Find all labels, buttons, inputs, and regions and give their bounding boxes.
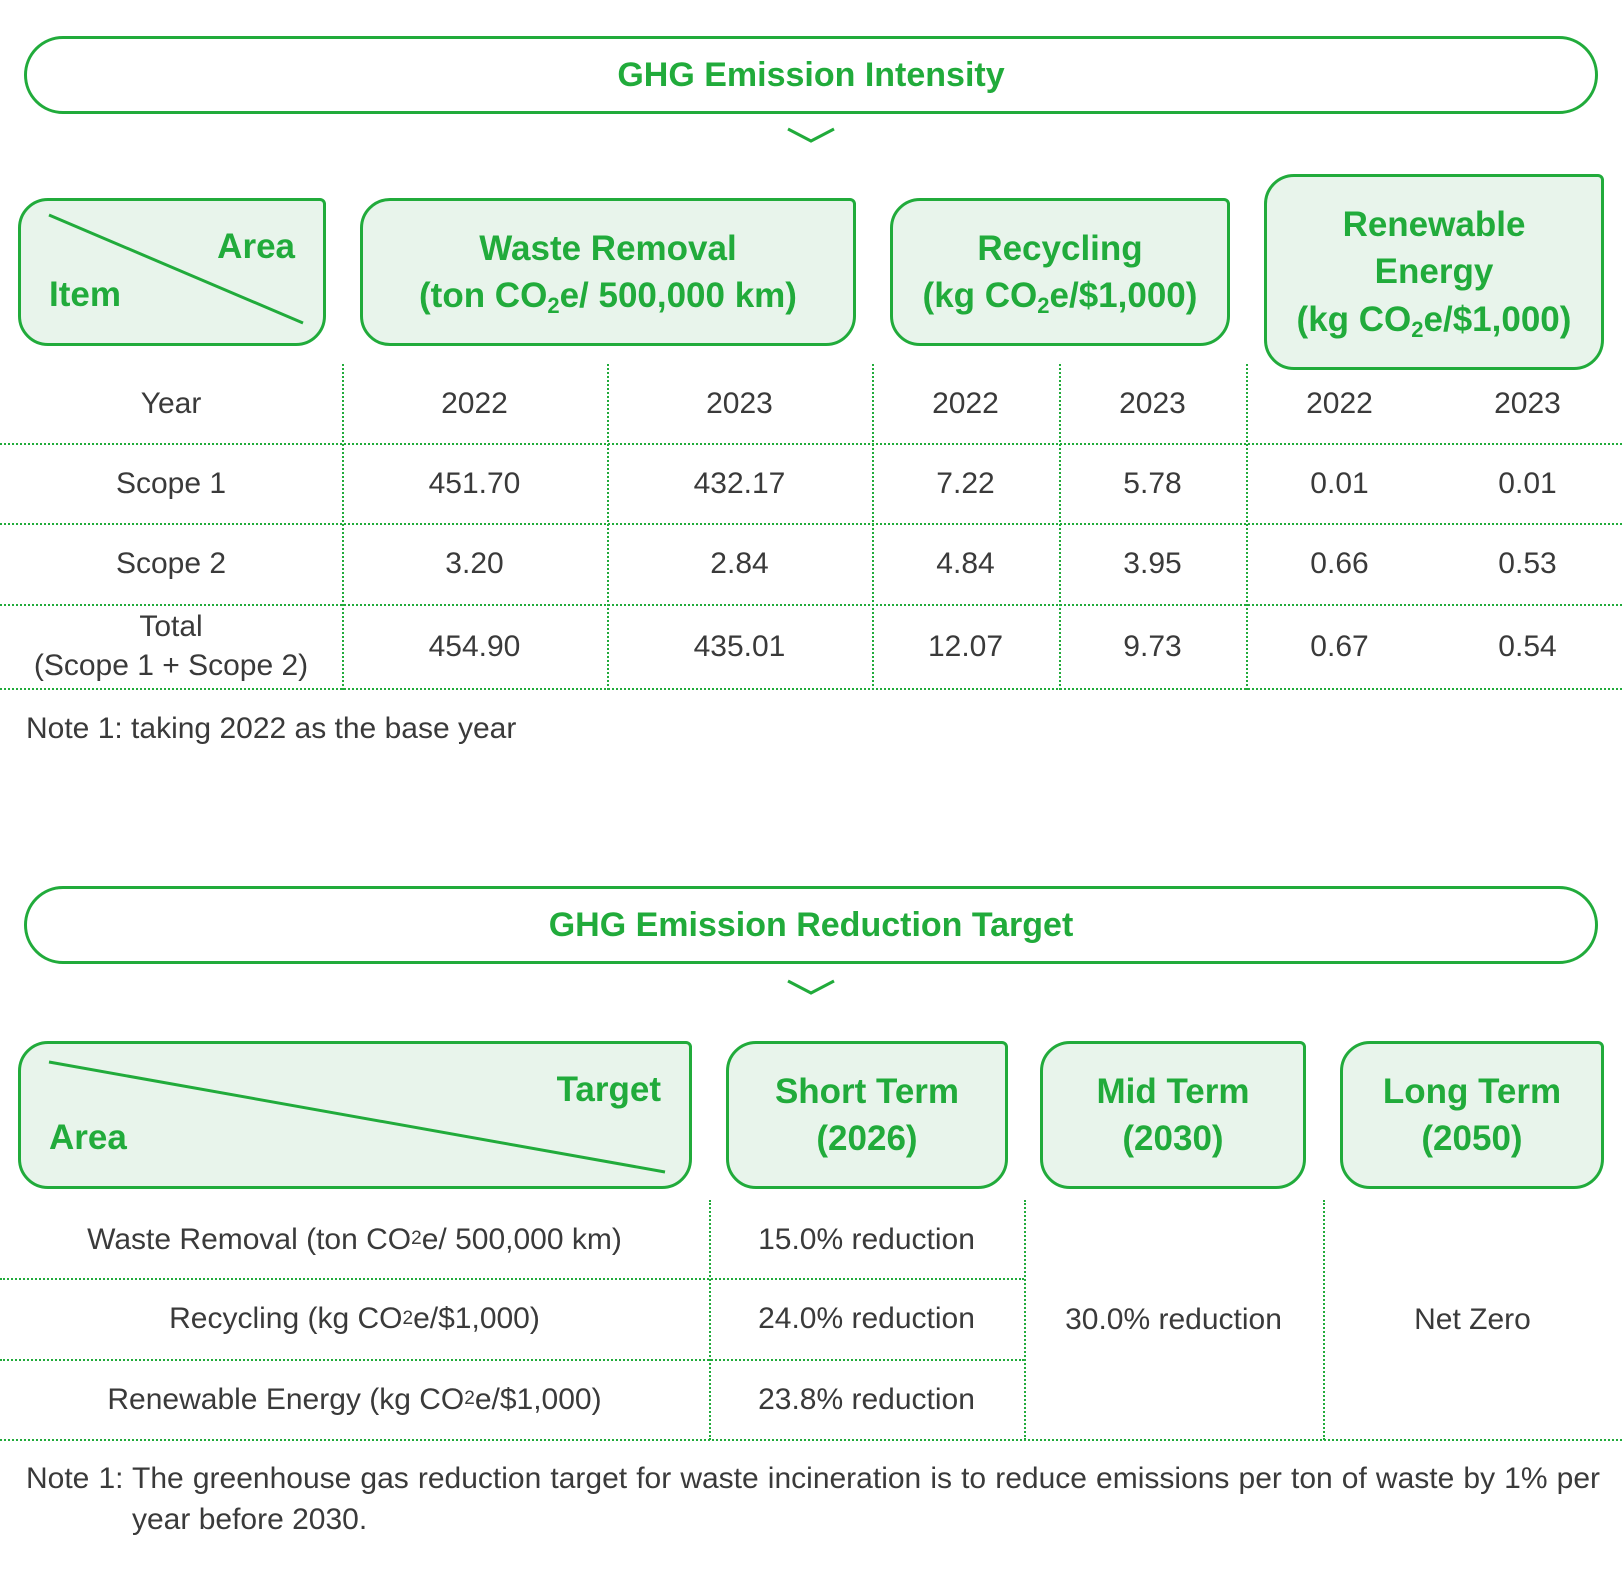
value-cell: 0.54 [1498,629,1557,663]
column-divider [709,1200,711,1440]
target-title: GHG Emission Reduction Target [548,905,1074,944]
year-cell: 2023 [706,387,773,420]
row-label-total: Total (Scope 1 + Scope 2) [0,604,342,688]
column-divider [342,364,344,690]
long-term-value: Net Zero [1414,1303,1531,1336]
intensity-note: Note 1: taking 2022 as the base year [26,712,517,745]
total-label: Total [139,610,203,643]
value-cell: 5.78 [1123,466,1182,500]
corner-area-label: Area [49,1118,127,1157]
value-cell: 0.67 [1310,629,1369,663]
row-divider [0,1439,1622,1441]
row-divider [0,1359,1024,1361]
corner-item-label: Item [49,275,121,314]
total-label-sub: (Scope 1 + Scope 2) [33,649,309,682]
year-label: Year [140,387,202,420]
row-divider [0,1278,1024,1280]
short-term-value: 15.0% reduction [758,1222,975,1256]
year-cell: 2022 [1306,387,1373,420]
header-year: (2026) [816,1119,918,1158]
intensity-title: GHG Emission Intensity [617,55,1005,94]
header-title: Recycling [977,228,1143,268]
header-title: Short Term [774,1071,960,1111]
column-divider [1059,364,1061,690]
intensity-corner-header: Area Item [18,198,326,346]
chevron-down-icon [787,127,835,143]
header-recycling: Recycling (kg CO2e/$1,000) [890,198,1230,346]
column-divider [607,364,609,690]
target-note: Note 1: The greenhouse gas reduction tar… [26,1462,1600,1537]
area-renewable-energy: Renewable Energy (kg CO 2 e/$1,000) [107,1382,602,1416]
year-cell: 2023 [1494,387,1561,420]
intensity-title-banner: GHG Emission Intensity [24,36,1598,114]
value-cell: 0.66 [1310,547,1369,580]
diagonal-divider [48,213,304,325]
mid-term-value: 30.0% reduction [1065,1303,1282,1336]
corner-target-label: Target [556,1070,661,1109]
header-mid-term: Mid Term (2030) [1040,1041,1306,1189]
target-title-banner: GHG Emission Reduction Target [24,886,1598,964]
year-cell: 2023 [1119,387,1186,420]
value-cell: 3.95 [1123,547,1182,580]
row-label-scope-2: Scope 2 [115,547,227,580]
value-cell: 432.17 [693,466,786,500]
column-divider [1246,364,1248,690]
year-cell: 2022 [441,387,508,420]
header-title: Waste Removal [479,228,737,268]
header-long-term: Long Term (2050) [1340,1041,1604,1189]
value-cell: 454.90 [428,629,521,663]
target-corner-header: Target Area [18,1041,692,1189]
row-label-scope-1: Scope 1 [115,466,227,500]
value-cell: 4.84 [936,547,995,580]
value-cell: 2.84 [710,547,769,580]
header-unit: (kg CO2e/$1,000) [922,276,1198,318]
value-cell: 0.01 [1498,466,1557,500]
value-cell: 451.70 [428,466,521,500]
corner-area-label: Area [217,227,295,266]
chevron-down-icon [787,979,835,995]
row-divider [0,523,1622,525]
value-cell: 12.07 [927,629,1004,663]
header-renewable-energy: Renewable Energy (kg CO2e/$1,000) [1264,174,1604,370]
column-divider [1323,1200,1325,1440]
header-year: (2030) [1122,1119,1224,1158]
row-divider [0,604,1622,606]
header-waste-removal: Waste Removal (ton CO2e/ 500,000 km) [360,198,856,346]
header-title-2: Energy [1374,252,1494,292]
header-title: Renewable [1342,205,1526,245]
row-divider [0,443,1622,445]
header-title: Long Term [1382,1071,1562,1111]
year-cell: 2022 [932,387,999,420]
value-cell: 0.01 [1310,466,1369,500]
diagonal-divider [48,1060,666,1174]
header-unit: (ton CO2e/ 500,000 km) [419,276,797,318]
header-title: Mid Term [1096,1071,1250,1111]
column-divider [1024,1200,1026,1440]
header-short-term: Short Term (2026) [726,1041,1008,1189]
area-recycling: Recycling (kg CO 2 e/$1,000) [169,1302,540,1335]
value-cell: 435.01 [693,629,786,663]
header-year: (2050) [1421,1119,1523,1158]
value-cell: 7.22 [936,466,995,500]
short-term-value: 23.8% reduction [758,1382,975,1416]
area-waste-removal: Waste Removal (ton CO 2 e/ 500,000 km) [87,1222,622,1256]
row-divider [0,688,1622,690]
short-term-value: 24.0% reduction [758,1302,975,1335]
value-cell: 3.20 [445,547,504,580]
value-cell: 9.73 [1123,629,1182,663]
column-divider [872,364,874,690]
header-unit: (kg CO2e/$1,000) [1296,299,1572,342]
value-cell: 0.53 [1498,547,1557,580]
